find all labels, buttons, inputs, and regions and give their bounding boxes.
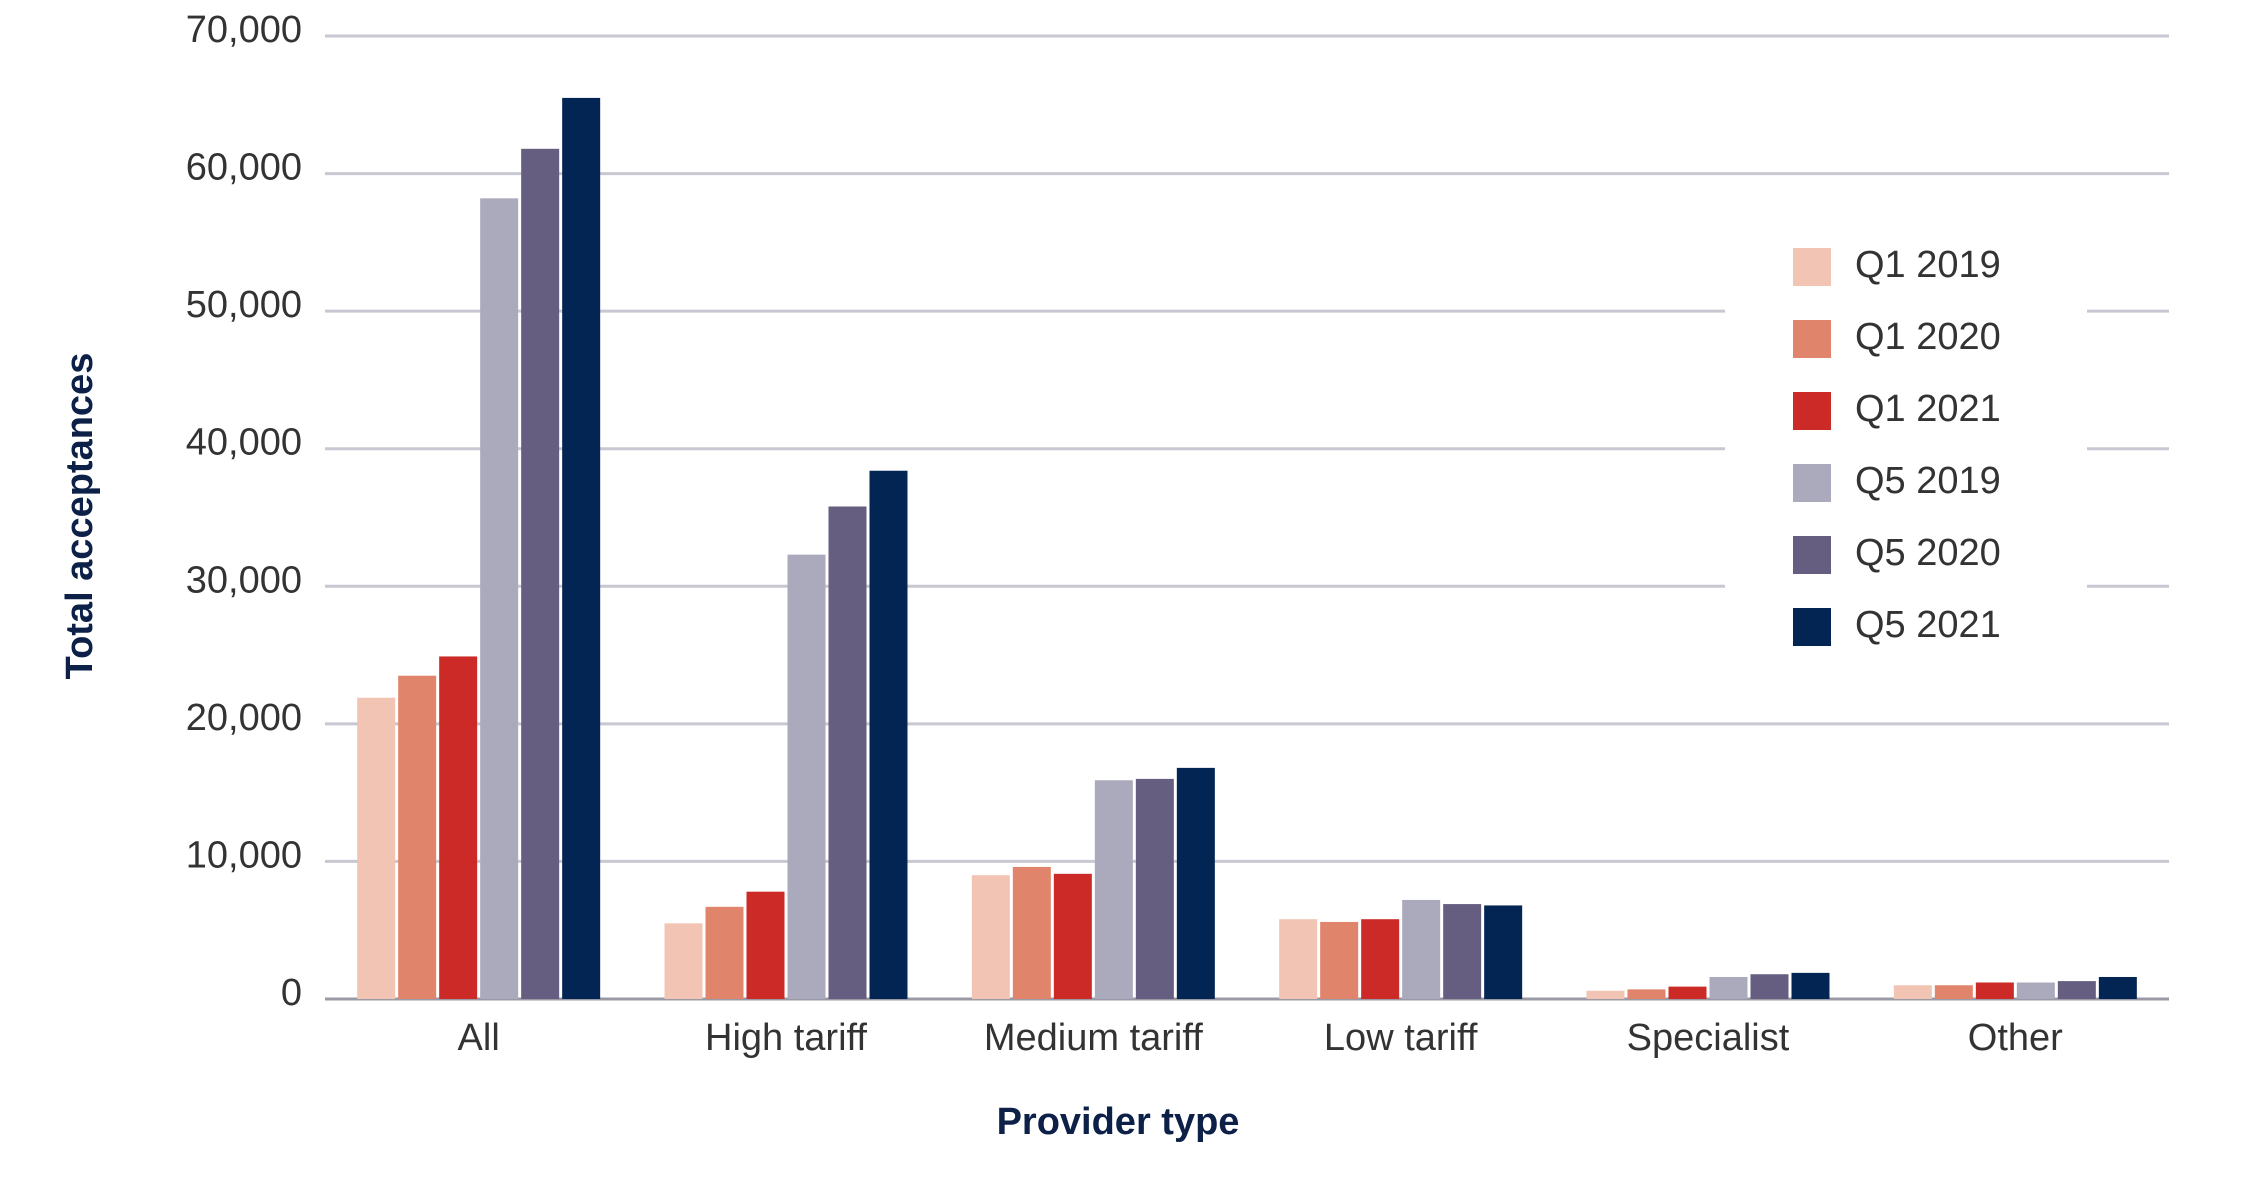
bar bbox=[1668, 986, 1707, 999]
legend-label: Q1 2020 bbox=[1855, 316, 2001, 358]
x-tick-label: Specialist bbox=[1627, 1017, 1790, 1059]
bar bbox=[1750, 974, 1789, 999]
legend-background bbox=[1725, 217, 2087, 680]
bar bbox=[398, 675, 437, 999]
bar bbox=[1320, 921, 1359, 999]
y-tick-label: 30,000 bbox=[186, 559, 302, 601]
y-tick-label: 10,000 bbox=[186, 834, 302, 876]
y-tick-label: 20,000 bbox=[186, 697, 302, 739]
bar bbox=[1053, 873, 1092, 999]
legend-swatch bbox=[1793, 392, 1831, 430]
bar bbox=[1484, 905, 1523, 999]
bar bbox=[480, 198, 519, 999]
y-tick-label: 70,000 bbox=[186, 9, 302, 51]
x-tick-label: Medium tariff bbox=[984, 1017, 1203, 1059]
bar bbox=[439, 656, 478, 999]
bar bbox=[357, 697, 396, 999]
bar bbox=[1279, 919, 1318, 999]
bar bbox=[971, 875, 1010, 999]
legend-swatch bbox=[1793, 608, 1831, 646]
legend-swatch bbox=[1793, 464, 1831, 502]
bar bbox=[869, 470, 908, 999]
bar bbox=[1361, 919, 1400, 999]
x-tick-label: All bbox=[458, 1017, 500, 1059]
legend-swatch bbox=[1793, 536, 1831, 574]
y-tick-label: 60,000 bbox=[186, 147, 302, 189]
y-tick-label: 0 bbox=[281, 972, 302, 1014]
bar bbox=[2057, 981, 2096, 999]
bar bbox=[705, 906, 744, 999]
bar bbox=[1934, 985, 1973, 999]
legend-label: Q1 2019 bbox=[1855, 244, 2001, 286]
bar bbox=[1709, 976, 1748, 999]
bar bbox=[1176, 767, 1215, 999]
bar bbox=[1975, 982, 2014, 999]
bar bbox=[521, 148, 560, 999]
bar bbox=[1012, 866, 1051, 999]
x-axis-title: Provider type bbox=[997, 1101, 1240, 1143]
bar bbox=[664, 923, 703, 999]
bar bbox=[1586, 990, 1625, 999]
bar bbox=[1893, 985, 1932, 999]
y-tick-label: 40,000 bbox=[186, 422, 302, 464]
bar bbox=[2098, 976, 2137, 999]
legend-swatch bbox=[1793, 248, 1831, 286]
legend-label: Q5 2020 bbox=[1855, 532, 2001, 574]
bar bbox=[1443, 904, 1482, 999]
bar bbox=[746, 891, 785, 999]
legend-label: Q1 2021 bbox=[1855, 388, 2001, 430]
legend-label: Q5 2019 bbox=[1855, 460, 2001, 502]
legend-swatch bbox=[1793, 320, 1831, 358]
x-tick-label: Low tariff bbox=[1324, 1017, 1478, 1059]
x-tick-label: High tariff bbox=[705, 1017, 867, 1059]
bar bbox=[828, 506, 867, 999]
y-axis-title: Total acceptances bbox=[59, 353, 101, 680]
bar bbox=[787, 554, 826, 999]
bar bbox=[1094, 780, 1133, 999]
bar bbox=[1402, 899, 1441, 999]
y-tick-label: 50,000 bbox=[186, 284, 302, 326]
bar bbox=[1135, 778, 1174, 999]
bar bbox=[2016, 982, 2055, 999]
bar bbox=[1627, 989, 1666, 999]
x-tick-label: Other bbox=[1968, 1017, 2063, 1059]
legend-label: Q5 2021 bbox=[1855, 604, 2001, 646]
bar bbox=[1791, 972, 1830, 999]
bar bbox=[562, 97, 601, 999]
